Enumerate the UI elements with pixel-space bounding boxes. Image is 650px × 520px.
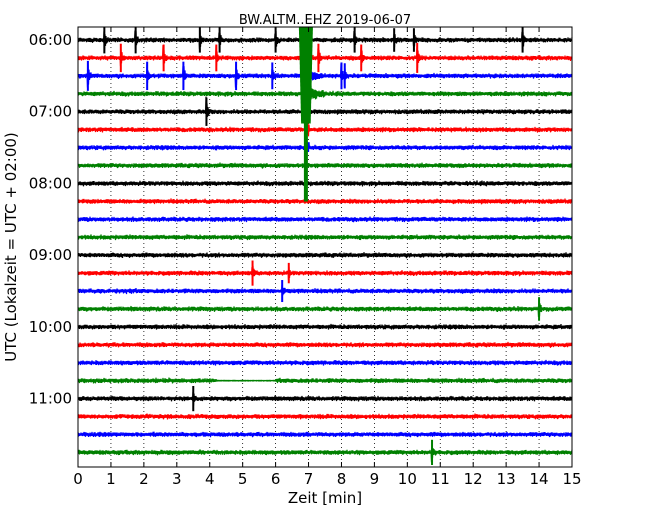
y-tick-label: 08:00 bbox=[29, 174, 72, 192]
trace-line bbox=[77, 96, 573, 124]
plot-frame bbox=[77, 26, 573, 468]
y-tick-label: 09:00 bbox=[29, 246, 72, 264]
y-tick-label: 07:00 bbox=[29, 103, 72, 121]
x-tick-label: 5 bbox=[238, 470, 248, 488]
vertical-grid bbox=[110, 27, 540, 467]
x-tick-label: 2 bbox=[139, 470, 149, 488]
trace-line bbox=[77, 359, 573, 366]
trace-line bbox=[77, 120, 573, 139]
x-axis-label: Zeit [min] bbox=[288, 489, 362, 507]
trace-line bbox=[77, 162, 573, 169]
trace-line bbox=[77, 198, 573, 205]
earthquake-coda bbox=[301, 81, 320, 106]
trace-line bbox=[77, 413, 573, 420]
trace-line bbox=[77, 216, 573, 223]
y-tick-label: 11:00 bbox=[29, 390, 72, 408]
trace-line bbox=[77, 391, 573, 406]
chart-title: BW.ALTM..EHZ 2019-06-07 bbox=[239, 13, 411, 28]
x-tick-label: 9 bbox=[370, 470, 380, 488]
x-tick-label: 6 bbox=[271, 470, 281, 488]
trace-line bbox=[77, 180, 573, 187]
seismogram-traces bbox=[77, 26, 573, 465]
trace-line bbox=[77, 445, 573, 463]
x-tick-label: 14 bbox=[530, 470, 549, 488]
trace-line bbox=[77, 323, 573, 330]
x-tick-label: 13 bbox=[497, 470, 516, 488]
trace-line bbox=[77, 341, 573, 348]
x-tick-label: 10 bbox=[398, 470, 417, 488]
x-tick-label: 11 bbox=[431, 470, 450, 488]
y-axis-label: UTC (Lokalzeit = UTC + 02:00) bbox=[2, 132, 20, 362]
trace-line bbox=[77, 141, 573, 154]
trace-line bbox=[77, 431, 573, 438]
x-axis-ticks: 0 1 2 3 4 5 6 7 8 9 10 11 12 13 14 15 bbox=[73, 27, 582, 488]
earthquake-signal bbox=[298, 27, 313, 202]
trace-line bbox=[77, 285, 573, 296]
trace-line bbox=[77, 61, 573, 90]
trace-line bbox=[77, 82, 573, 106]
trace-line bbox=[77, 252, 573, 259]
y-tick-label: 10:00 bbox=[29, 318, 72, 336]
x-tick-label: 3 bbox=[172, 470, 182, 488]
x-tick-label: 15 bbox=[562, 470, 581, 488]
trace-line bbox=[77, 265, 573, 283]
x-tick-label: 1 bbox=[106, 470, 116, 488]
trace-line bbox=[77, 299, 573, 318]
x-tick-label: 12 bbox=[464, 470, 483, 488]
x-tick-label: 7 bbox=[304, 470, 314, 488]
y-axis-ticks: 06:00 07:00 08:00 09:00 10:00 11:00 bbox=[29, 31, 572, 408]
x-tick-label: 0 bbox=[73, 470, 83, 488]
y-tick-label: 06:00 bbox=[29, 31, 72, 49]
x-tick-label: 8 bbox=[337, 470, 347, 488]
trace-line bbox=[77, 27, 573, 52]
trace-line bbox=[77, 234, 573, 241]
trace-line bbox=[77, 45, 573, 68]
trace-line bbox=[77, 377, 573, 384]
x-tick-label: 4 bbox=[205, 470, 215, 488]
